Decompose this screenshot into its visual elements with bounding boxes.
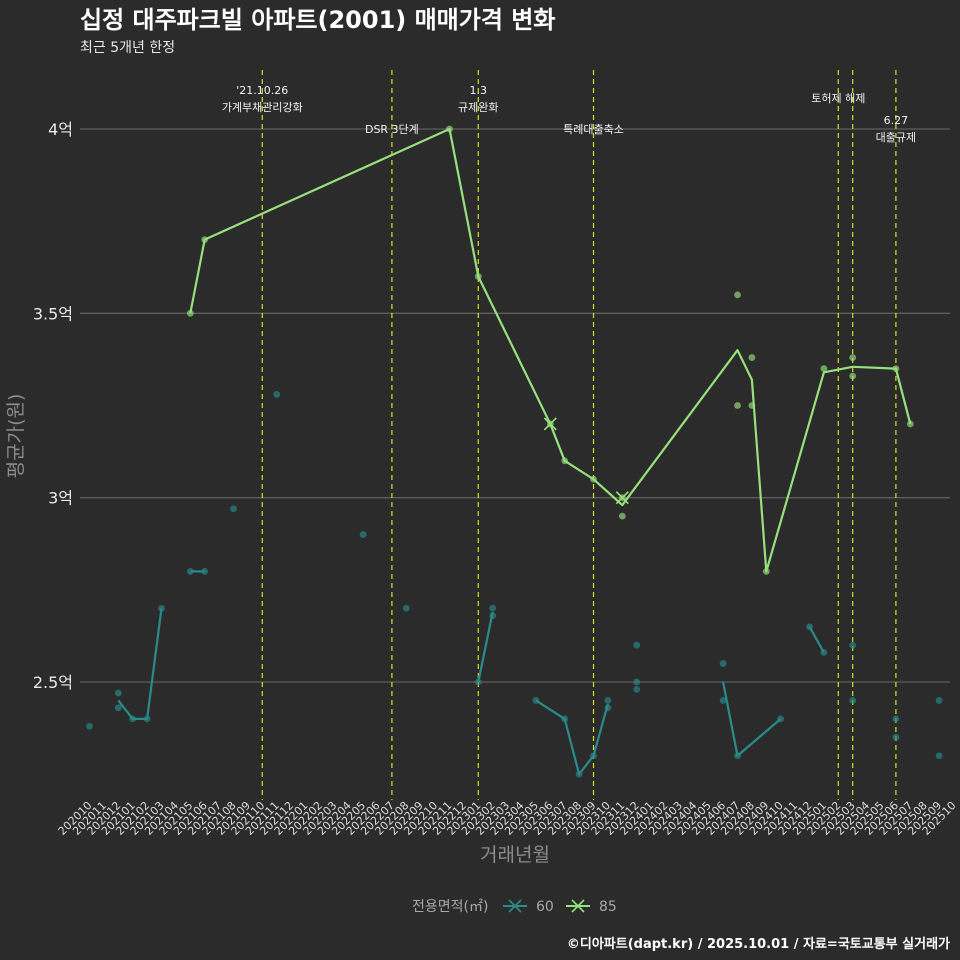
legend-label-85: 85: [599, 899, 617, 915]
series-85-point: [906, 420, 914, 428]
event-label: 6.27: [884, 114, 909, 127]
series-60-point: [719, 660, 727, 667]
series-60-point: [892, 715, 900, 723]
series-60-point: [849, 641, 857, 649]
chart-subtitle: 최근 5개년 한정: [80, 40, 175, 56]
series-60-point: [935, 697, 943, 704]
series-60-point: [777, 715, 785, 723]
series-60-point: [273, 391, 281, 398]
event-label: DSR 3단계: [365, 123, 419, 136]
event-label: '21.10.26: [236, 84, 288, 97]
series-60-line-2: [477, 611, 494, 683]
series-85-point: [446, 125, 453, 133]
series-85-cross-marker: [543, 417, 557, 431]
chart-title: 십정 대주파크빌 아파트(2001) 매매가격 변화: [80, 6, 555, 34]
series-60-point: [633, 685, 641, 693]
y-tick-label: 2.5억: [33, 673, 73, 692]
series-85-point: [820, 365, 828, 373]
series-60-point: [532, 697, 540, 704]
y-axis-title: 평균가(원): [5, 394, 27, 479]
series-85-point: [849, 372, 857, 380]
legend-label-60: 60: [536, 899, 554, 915]
event-label: 1.3: [470, 84, 488, 97]
legend-title: 전용면적(㎡): [412, 899, 488, 915]
series-85-line-0: [189, 127, 912, 573]
series-60-point: [489, 604, 497, 612]
series-60-point: [719, 697, 727, 704]
series-60-point: [129, 715, 137, 723]
series-85-point: [201, 236, 209, 243]
series-60-point: [489, 612, 497, 620]
x-axis-ticks: 2020102020112020122021012021022021032021…: [56, 799, 959, 838]
series-60-line-3: [535, 699, 609, 776]
series-60-point: [158, 604, 165, 612]
event-label: 가계부채관리강화: [222, 101, 303, 114]
series-60-point: [849, 697, 857, 704]
series-60: [86, 391, 943, 778]
series-60-point: [359, 531, 367, 538]
series-60-point: [201, 568, 209, 575]
series-85-point: [561, 457, 569, 465]
series-60-line-5: [808, 626, 825, 654]
series-85-point: [748, 354, 756, 361]
event-label: 대출규제: [876, 131, 916, 144]
series-60-point: [86, 722, 93, 730]
series-60-point: [604, 697, 612, 704]
series-60-line-0: [117, 608, 163, 720]
series-60-point: [114, 704, 122, 712]
series-85-point: [618, 512, 626, 520]
series-85-point: [186, 309, 194, 317]
series-60-point: [561, 715, 569, 723]
series-60-line-4: [722, 681, 782, 757]
series-60-point: [633, 641, 641, 649]
series-85-point: [590, 475, 597, 483]
data-series: [86, 125, 943, 778]
series-85: [186, 125, 914, 575]
legend-key-85: [566, 899, 590, 913]
x-axis-title: 거래년월: [480, 844, 550, 866]
grid: [80, 128, 950, 683]
series-60-point: [590, 752, 597, 760]
event-label: 규제완화: [458, 101, 498, 114]
series-60-point: [892, 733, 900, 741]
series-60-point: [935, 752, 943, 760]
series-60-point: [402, 604, 410, 612]
series-85-point: [892, 365, 900, 373]
event-label: 토허제 해제: [811, 91, 865, 105]
y-axis-ticks: 2.5억 3억 3.5억 4억: [33, 120, 73, 692]
series-85-point: [474, 273, 482, 280]
series-60-point: [633, 678, 641, 686]
series-60-point: [604, 704, 612, 712]
source-caption: ©디아파트(dapt.kr) / 2025.10.01 / 자료=국토교통부 실…: [567, 936, 950, 952]
series-85-point: [849, 354, 857, 361]
event-label: 특례대출축소: [563, 123, 624, 136]
legend-key-60: [503, 899, 527, 913]
y-tick-label: 3억: [48, 489, 73, 508]
series-85-cross-marker: [615, 491, 629, 505]
series-60-point: [474, 678, 482, 686]
legend: 전용면적(㎡) 60 85: [412, 899, 617, 915]
series-60-point: [820, 649, 828, 656]
series-85-point: [762, 568, 770, 575]
series-60-point: [806, 623, 813, 631]
series-60-point: [230, 505, 237, 513]
series-60-point: [114, 689, 122, 697]
series-60-point: [734, 752, 741, 760]
series-60-point: [575, 770, 583, 778]
y-tick-label: 4억: [48, 120, 73, 139]
series-85-point: [734, 402, 741, 409]
series-85-point: [748, 402, 756, 409]
series-60-point: [186, 568, 194, 575]
series-85-point: [734, 291, 741, 299]
y-tick-label: 3.5억: [33, 304, 73, 323]
series-60-point: [143, 715, 151, 723]
